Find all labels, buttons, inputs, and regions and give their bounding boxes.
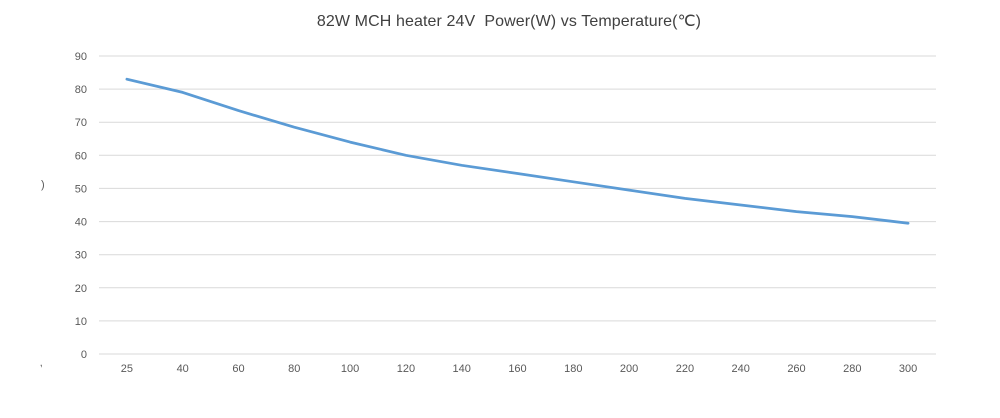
x-tick-label: 180 [564, 363, 582, 375]
x-tick-label: 200 [620, 363, 638, 375]
x-tick-label: 280 [843, 363, 861, 375]
y-tick-label: 90 [75, 51, 87, 63]
y-tick-label: 60 [75, 150, 87, 162]
x-tick-label: 220 [676, 363, 694, 375]
x-tick-label: 25 [121, 363, 133, 375]
y-tick-label: 0 [81, 349, 87, 361]
y-tick-label: 10 [75, 316, 87, 328]
y-tick-label: 20 [75, 283, 87, 295]
y-tick-label: 70 [75, 117, 87, 129]
x-tick-label: 140 [453, 363, 471, 375]
x-tick-label: 100 [341, 363, 359, 375]
y-tick-label: 30 [75, 250, 87, 262]
x-tick-label: 240 [732, 363, 750, 375]
x-tick-label: 40 [177, 363, 189, 375]
power-series-line [125, 77, 910, 225]
x-tick-label: 300 [899, 363, 917, 375]
y-tick-label: 50 [75, 183, 87, 195]
cropped-ylabel-fragment: ) [41, 179, 45, 191]
x-tick-label: 260 [787, 363, 805, 375]
y-tick-label: 40 [75, 217, 87, 229]
x-tick-label: 80 [288, 363, 300, 375]
y-tick-label: 80 [75, 84, 87, 96]
x-tick-label: 160 [508, 363, 526, 375]
x-tick-label: 60 [232, 363, 244, 375]
chart-title: 82W MCH heater 24V Power(W) vs Temperatu… [316, 13, 702, 30]
x-tick-label: 120 [397, 363, 415, 375]
